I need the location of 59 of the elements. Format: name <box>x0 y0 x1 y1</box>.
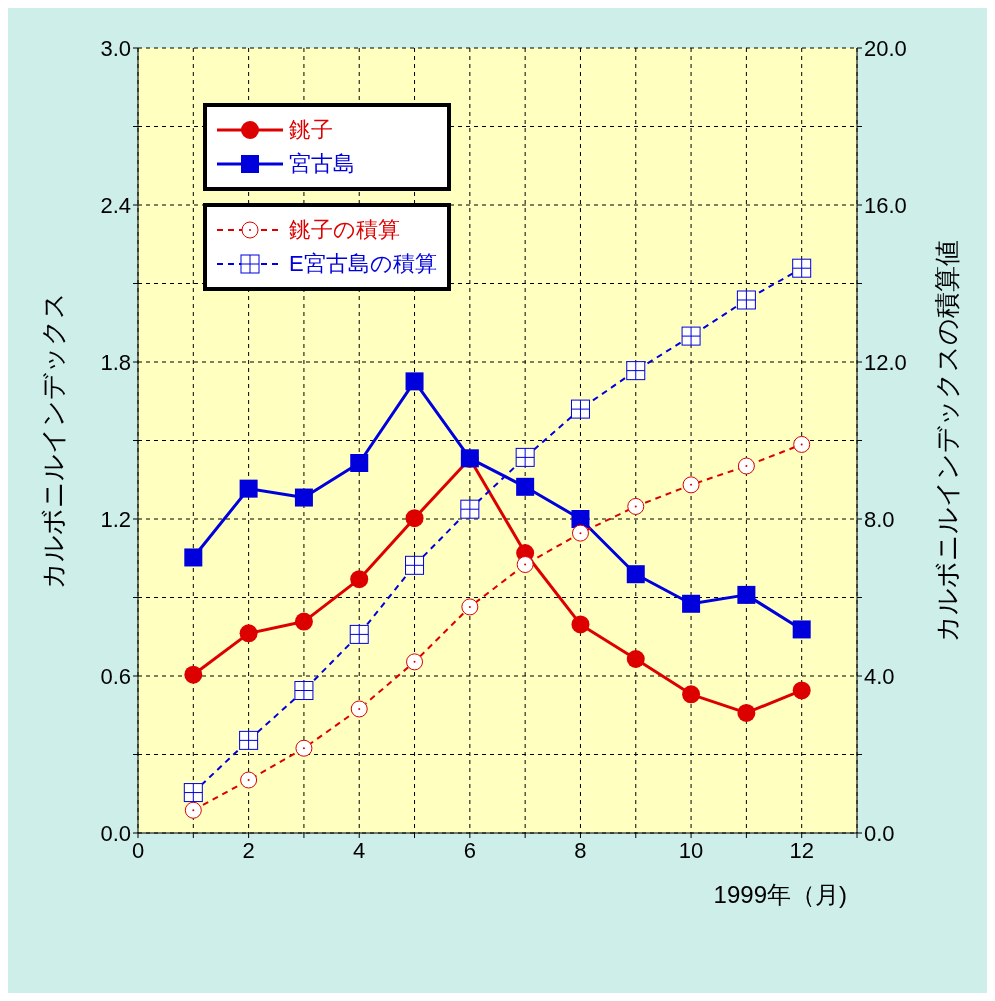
x-tick-label: 6 <box>463 838 476 863</box>
y-tick-label: 3.0 <box>100 35 131 61</box>
point <box>682 594 701 613</box>
point <box>792 681 811 700</box>
point <box>793 435 811 453</box>
y2-tick-label: 12.0 <box>864 349 907 375</box>
y2-tick-label: 4.0 <box>864 663 895 689</box>
point <box>294 612 313 631</box>
legend-label: 銚子の積算 <box>289 216 400 244</box>
point <box>240 771 258 789</box>
point <box>627 497 645 515</box>
point <box>737 703 756 722</box>
y-axis-title: カルボニルインデックス <box>38 292 69 589</box>
point <box>682 476 700 494</box>
point <box>516 477 535 496</box>
point <box>184 548 203 567</box>
legend-label: E宮古島の積算 <box>289 250 437 278</box>
legend-label: 銚子 <box>289 116 333 144</box>
y-tick-label: 1.8 <box>100 349 131 375</box>
point <box>461 598 479 616</box>
y2-tick-label: 0.0 <box>864 820 895 846</box>
point <box>239 479 258 498</box>
point <box>405 509 424 528</box>
y2-tick-label: 16.0 <box>864 192 907 218</box>
point <box>571 615 590 634</box>
point <box>239 624 258 643</box>
point <box>626 565 645 584</box>
point <box>626 649 645 668</box>
point <box>295 739 313 757</box>
point <box>405 372 424 391</box>
point <box>792 620 811 639</box>
x-tick-label: 8 <box>574 838 587 863</box>
x-tick-label: 4 <box>353 838 366 863</box>
point <box>184 801 202 819</box>
point <box>571 524 589 542</box>
point <box>350 570 369 589</box>
x-tick-label: 10 <box>678 838 704 863</box>
x-axis-title: 1999年（月) <box>713 881 847 908</box>
x-tick-label: 12 <box>789 838 814 863</box>
point <box>406 653 424 671</box>
x-tick-label: 2 <box>242 838 255 863</box>
point <box>184 665 203 684</box>
y-tick-label: 0.0 <box>100 820 131 846</box>
y-tick-label: 2.4 <box>100 192 131 218</box>
point <box>571 510 590 528</box>
point <box>294 488 313 507</box>
x-tick-label: 0 <box>131 838 145 863</box>
point <box>737 457 755 475</box>
y2-tick-label: 20.0 <box>864 35 907 61</box>
point <box>737 585 756 604</box>
y-tick-label: 1.2 <box>100 506 131 532</box>
y-tick-label: 0.6 <box>100 663 131 689</box>
legend-label: 宮古島 <box>289 150 355 178</box>
y2-axis-title: カルボニルインデックスの積算値 <box>932 239 963 642</box>
y2-tick-label: 8.0 <box>864 506 895 532</box>
point <box>682 685 701 704</box>
point <box>516 556 534 574</box>
point <box>350 700 368 718</box>
point <box>350 454 369 472</box>
